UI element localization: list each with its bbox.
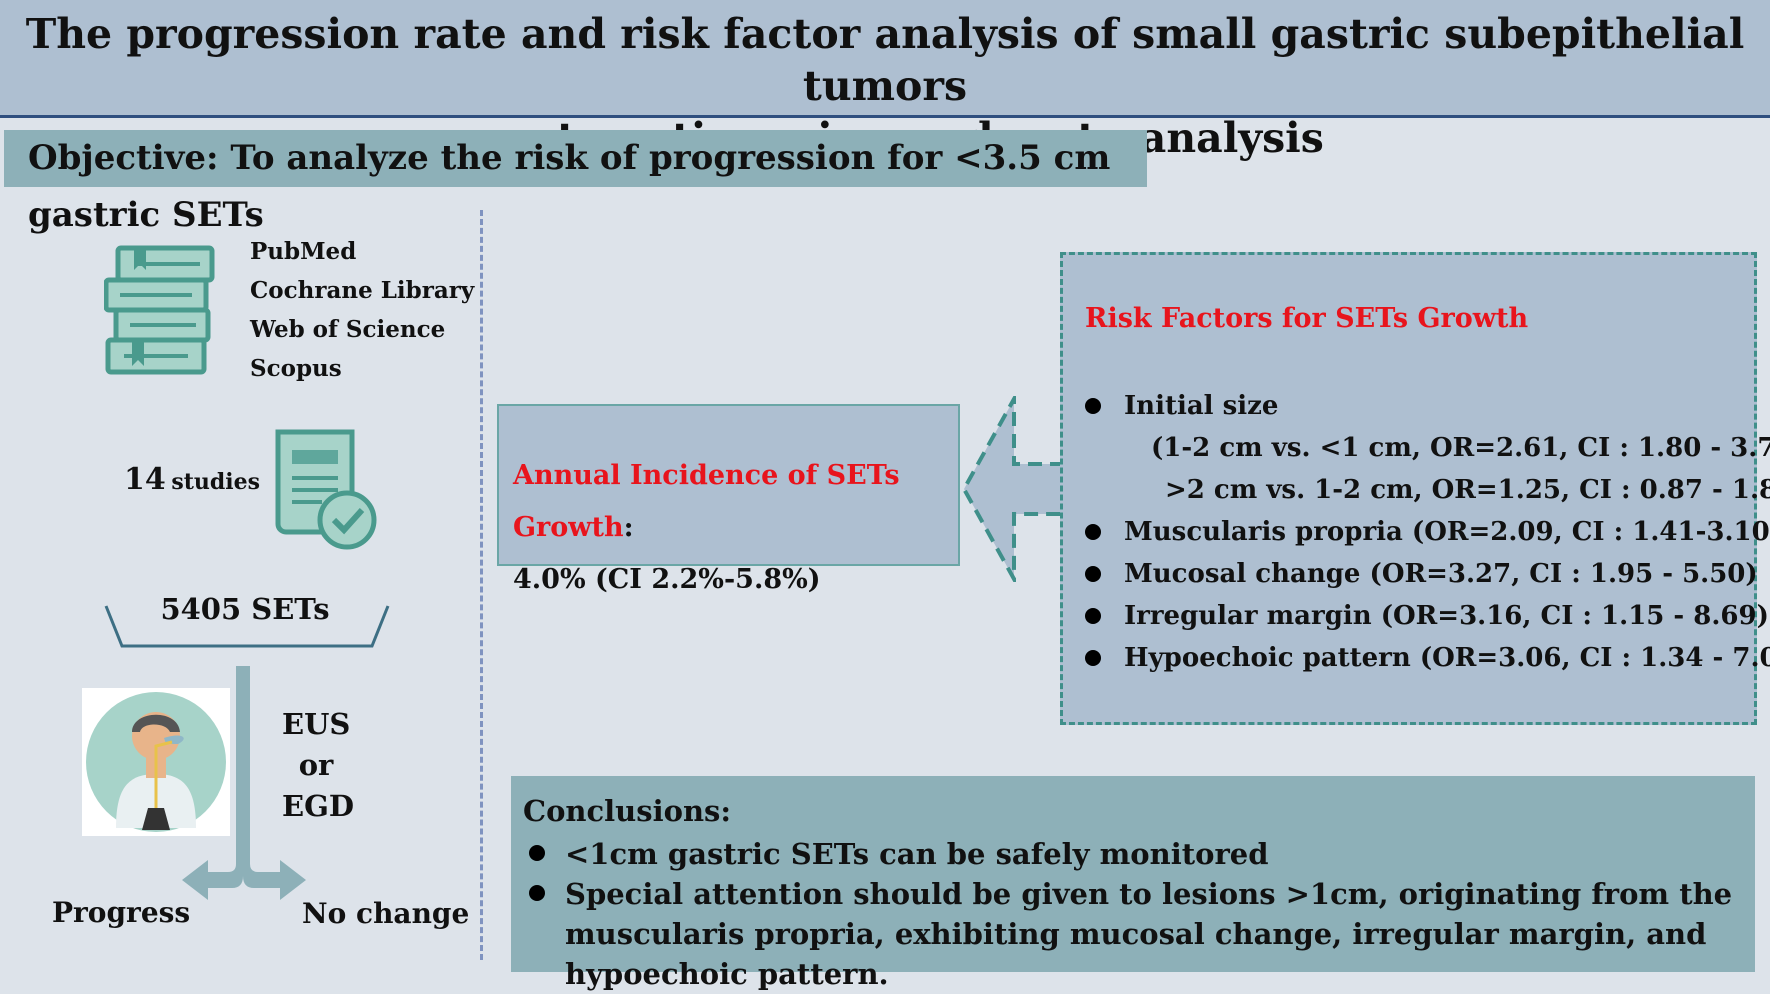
list-item: Hypoechoic pattern (OR=3.06, CI : 1.34 -… [1063,637,1770,679]
conclusions-title: Conclusions: [523,794,732,828]
list-item: Muscularis propria (OR=2.09, CI : 1.41-3… [1063,511,1770,553]
bullet-icon [529,885,545,901]
studies-count: 14 studies [124,462,260,497]
risk-factors-title: Risk Factors for SETs Growth [1085,303,1529,334]
bullet-icon [1085,650,1101,666]
conclusion-2: Special attention should be given to les… [565,877,1733,991]
objective-banner: Objective: To analyze the risk of progre… [4,130,1147,235]
method-egd: EGD [282,789,355,823]
incidence-colon: : [623,512,634,543]
risk-factors-box: Risk Factors for SETs Growth Initial siz… [1060,252,1770,725]
annual-incidence-box: Annual Incidence of SETs Growth: 4.0% (C… [497,404,960,595]
bullet-icon [1085,608,1101,624]
database-web-of-science: Web of Science [250,316,446,343]
conclusions-box: Conclusions: <1cm gastric SETs can be sa… [511,776,1755,991]
database-list: PubMed Cochrane Library Web of Science S… [250,232,474,388]
section-divider [480,210,483,960]
bullet-icon [1085,524,1101,540]
database-pubmed: PubMed [250,238,357,265]
outcome-progress: Progress [52,896,191,929]
risk-initial-size-detail-2: >2 cm vs. 1-2 cm, OR=1.25, CI : 0.87 - 1… [1165,475,1770,505]
list-item: <1cm gastric SETs can be safely monitore… [511,834,1745,874]
bullet-icon [529,845,545,861]
incidence-label: Annual Incidence of SETs Growth [513,460,900,543]
conclusions-list: <1cm gastric SETs can be safely monitore… [511,834,1745,994]
studies-unit: studies [171,469,260,495]
page-title: The progression rate and risk factor ana… [0,0,1770,162]
risk-mucosal-change: Mucosal change (OR=3.27, CI : 1.95 - 5.5… [1124,559,1758,589]
books-icon [104,245,215,375]
bullet-icon [1085,566,1101,582]
sets-bracket [104,605,390,648]
bullet-icon [1085,398,1101,414]
method-or: or [298,748,334,782]
risk-muscularis-propria: Muscularis propria (OR=2.09, CI : 1.41-3… [1124,517,1770,547]
method-eus: EUS [282,707,351,741]
risk-initial-size: Initial size [1124,391,1279,421]
risk-factors-list: Initial size (1-2 cm vs. <1 cm, OR=2.61,… [1063,385,1770,679]
incidence-value: 4.0% (CI 2.2%-5.8%) [513,564,821,595]
title-line-1: The progression rate and risk factor ana… [25,10,1745,110]
split-arrow-icon [182,666,306,900]
list-item: Mucosal change (OR=3.27, CI : 1.95 - 5.5… [1063,553,1770,595]
database-cochrane: Cochrane Library [250,277,475,304]
document-check-icon [275,429,377,550]
endoscopy-patient-icon [82,688,230,836]
followup-methods: EUS or EGD [282,704,355,827]
list-item: Initial size [1063,385,1770,427]
studies-number: 14 [124,462,166,497]
left-arrow-icon [961,396,1064,582]
risk-irregular-margin: Irregular margin (OR=3.16, CI : 1.15 - 8… [1124,601,1769,631]
risk-initial-size-detail-1: (1-2 cm vs. <1 cm, OR=2.61, CI : 1.80 - … [1151,433,1770,463]
list-item: Special attention should be given to les… [511,874,1745,994]
risk-hypoechoic-pattern: Hypoechoic pattern (OR=3.06, CI : 1.34 -… [1124,643,1770,673]
sets-total: 5405 SETs [160,592,330,626]
incidence-heading: Annual Incidence of SETs Growth: [513,450,958,554]
database-scopus: Scopus [250,355,342,382]
outcome-no-change: No change [302,897,470,930]
list-item: Irregular margin (OR=3.16, CI : 1.15 - 8… [1063,595,1770,637]
conclusion-1: <1cm gastric SETs can be safely monitore… [565,837,1269,871]
